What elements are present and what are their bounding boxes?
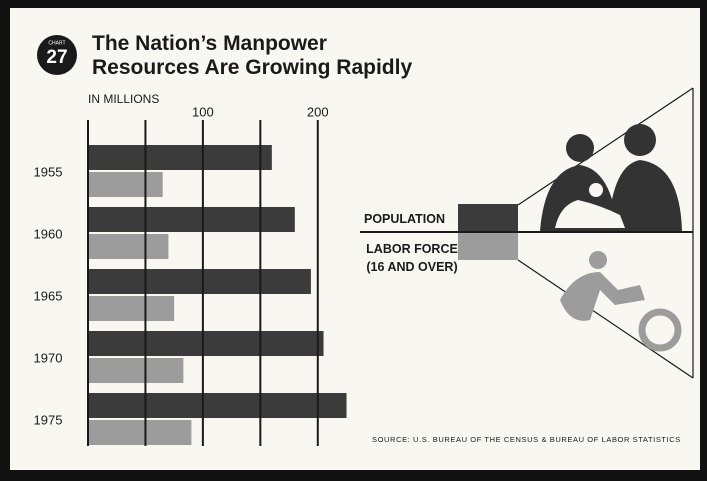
bar xyxy=(88,172,163,197)
x-tick-label: 200 xyxy=(307,104,329,119)
legend-swatch xyxy=(458,204,518,232)
y-tick-label: 1965 xyxy=(34,288,63,303)
badge-number: 27 xyxy=(46,47,67,68)
bar xyxy=(88,234,168,259)
legend-label: POPULATION xyxy=(364,212,445,226)
source-note: SOURCE: U.S. BUREAU OF THE CENSUS & BURE… xyxy=(372,435,681,444)
bar xyxy=(88,296,174,321)
x-axis-label: IN MILLIONS xyxy=(88,92,159,106)
bar xyxy=(88,207,295,232)
y-tick-label: 1970 xyxy=(34,350,63,365)
bar xyxy=(88,358,183,383)
x-tick-label: 100 xyxy=(192,104,214,119)
badge-label: CHART xyxy=(48,40,65,46)
bar xyxy=(88,393,347,418)
legend-swatch xyxy=(458,232,518,260)
y-tick-label: 1955 xyxy=(34,164,63,179)
bar xyxy=(88,420,191,445)
chart-title: The Nation’s Manpower Resources Are Grow… xyxy=(92,32,432,80)
bar xyxy=(88,269,311,294)
y-tick-label: 1960 xyxy=(34,226,63,241)
legend-label: LABOR FORCE (16 AND OVER) xyxy=(364,240,460,276)
bar xyxy=(88,145,272,170)
y-tick-label: 1975 xyxy=(34,412,63,427)
bar xyxy=(88,331,324,356)
page: CHART 27 IN MILLIONS 1955 1960 1965 1970 197… xyxy=(0,0,707,481)
